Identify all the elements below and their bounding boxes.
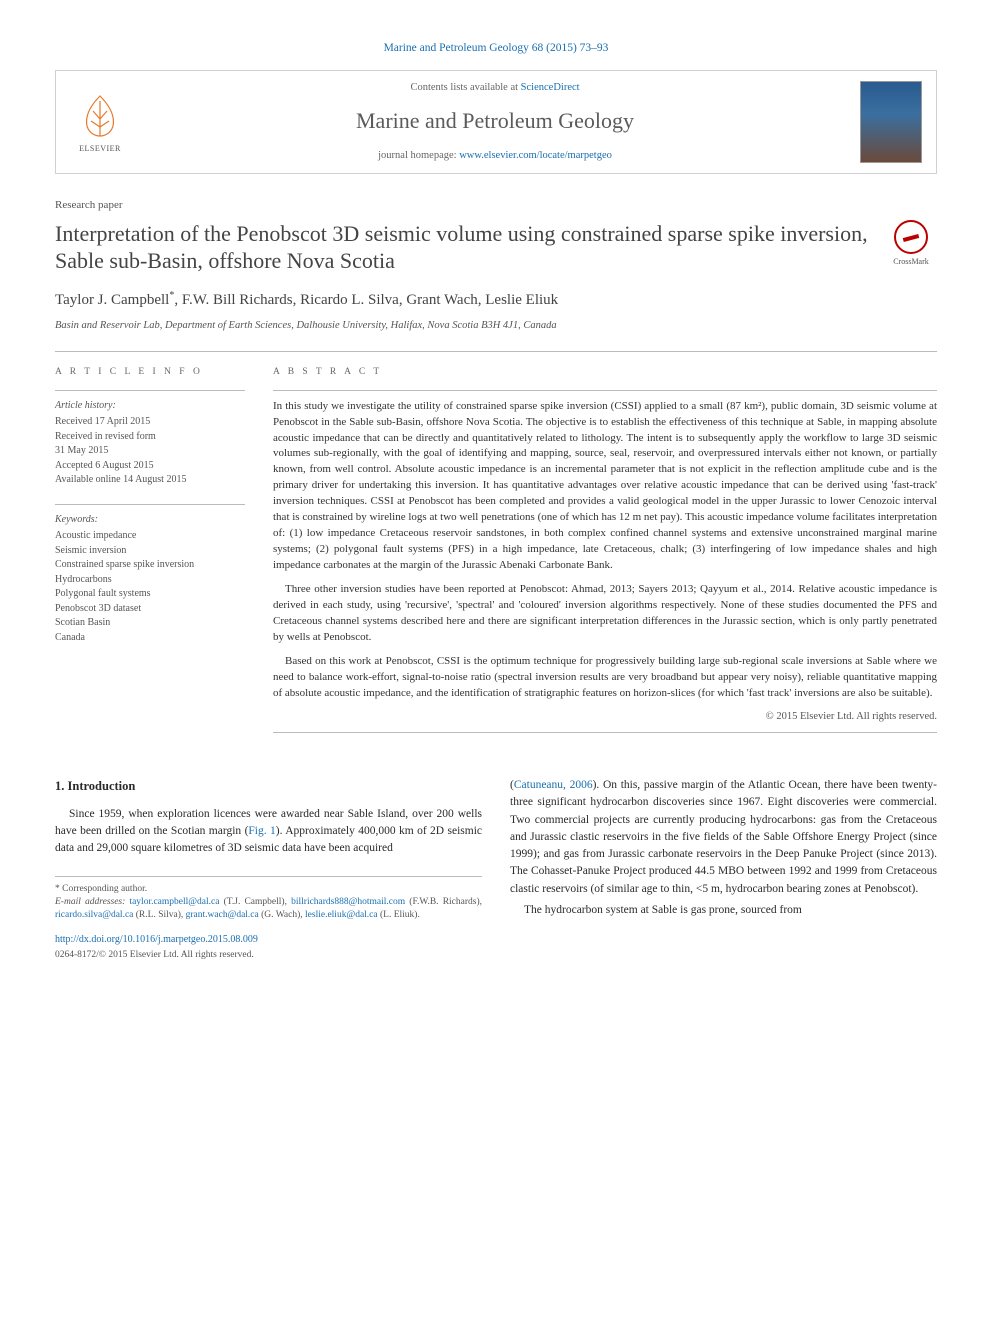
authors-list: Taylor J. Campbell*, F.W. Bill Richards,… bbox=[55, 289, 937, 311]
email-link[interactable]: taylor.campbell@dal.ca bbox=[129, 897, 219, 907]
history-line: 31 May 2015 bbox=[55, 444, 245, 459]
divider-top bbox=[55, 351, 937, 352]
abstract-copyright: © 2015 Elsevier Ltd. All rights reserved… bbox=[273, 710, 937, 725]
info-divider-1 bbox=[55, 390, 245, 391]
abstract-para-1: In this study we investigate the utility… bbox=[273, 399, 937, 574]
corresponding-marker: * bbox=[169, 290, 174, 301]
email-addresses: E-mail addresses: taylor.campbell@dal.ca… bbox=[55, 896, 482, 923]
keywords-block: Keywords: Acoustic impedance Seismic inv… bbox=[55, 513, 245, 646]
abstract-text: In this study we investigate the utility… bbox=[273, 399, 937, 702]
contents-prefix: Contents lists available at bbox=[410, 82, 520, 93]
affiliation: Basin and Reservoir Lab, Department of E… bbox=[55, 319, 937, 334]
article-title: Interpretation of the Penobscot 3D seism… bbox=[55, 220, 871, 275]
email-label: E-mail addresses: bbox=[55, 897, 125, 907]
body-para: The hydrocarbon system at Sable is gas p… bbox=[510, 902, 937, 919]
abstract-heading: A B S T R A C T bbox=[273, 366, 937, 379]
article-info-column: A R T I C L E I N F O Article history: R… bbox=[55, 366, 245, 747]
citation-link[interactable]: Catuneanu, 2006 bbox=[514, 779, 593, 791]
abstract-para-2: Three other inversion studies have been … bbox=[273, 582, 937, 646]
keyword: Seismic inversion bbox=[55, 544, 245, 559]
header-center: Contents lists available at ScienceDirec… bbox=[144, 81, 846, 163]
history-label: Article history: bbox=[55, 399, 245, 414]
tree-icon bbox=[75, 91, 125, 141]
footnotes: * Corresponding author. E-mail addresses… bbox=[55, 876, 482, 962]
journal-homepage-line: journal homepage: www.elsevier.com/locat… bbox=[144, 149, 846, 164]
body-column-left: 1. Introduction Since 1959, when explora… bbox=[55, 777, 482, 962]
author-2: F.W. Bill Richards bbox=[182, 292, 293, 308]
elsevier-logo: ELSEVIER bbox=[70, 87, 130, 157]
article-info-heading: A R T I C L E I N F O bbox=[55, 366, 245, 379]
homepage-prefix: journal homepage: bbox=[378, 150, 459, 161]
journal-reference: Marine and Petroleum Geology 68 (2015) 7… bbox=[55, 40, 937, 56]
body-column-right: (Catuneanu, 2006). On this, passive marg… bbox=[510, 777, 937, 962]
article-history: Article history: Received 17 April 2015 … bbox=[55, 399, 245, 488]
contents-lists-line: Contents lists available at ScienceDirec… bbox=[144, 81, 846, 96]
email-link[interactable]: leslie.eliuk@dal.ca bbox=[305, 910, 378, 920]
abstract-divider bbox=[273, 390, 937, 391]
issn-copyright: 0264-8172/© 2015 Elsevier Ltd. All right… bbox=[55, 949, 482, 962]
doi-block: http://dx.doi.org/10.1016/j.marpetgeo.20… bbox=[55, 933, 482, 962]
keyword: Acoustic impedance bbox=[55, 529, 245, 544]
section-heading-intro: 1. Introduction bbox=[55, 777, 482, 796]
crossmark-icon bbox=[894, 220, 928, 254]
body-para: Since 1959, when exploration licences we… bbox=[55, 806, 482, 858]
publisher-name: ELSEVIER bbox=[79, 143, 121, 154]
article-type: Research paper bbox=[55, 198, 937, 213]
email-who: (R.L. Silva) bbox=[136, 910, 181, 920]
corresponding-author-note: * Corresponding author. bbox=[55, 883, 482, 896]
abstract-bottom-divider bbox=[273, 732, 937, 733]
email-link[interactable]: grant.wach@dal.ca bbox=[186, 910, 259, 920]
keyword: Penobscot 3D dataset bbox=[55, 602, 245, 617]
crossmark-label: CrossMark bbox=[893, 256, 929, 267]
journal-title: Marine and Petroleum Geology bbox=[144, 106, 846, 137]
keywords-label: Keywords: bbox=[55, 513, 245, 528]
email-link[interactable]: billrichards888@hotmail.com bbox=[291, 897, 405, 907]
email-who: (G. Wach) bbox=[261, 910, 300, 920]
email-who: (L. Eliuk) bbox=[380, 910, 417, 920]
doi-link[interactable]: http://dx.doi.org/10.1016/j.marpetgeo.20… bbox=[55, 934, 258, 945]
history-line: Received 17 April 2015 bbox=[55, 415, 245, 430]
sciencedirect-link[interactable]: ScienceDirect bbox=[521, 82, 580, 93]
author-5: Leslie Eliuk bbox=[485, 292, 558, 308]
keyword: Hydrocarbons bbox=[55, 573, 245, 588]
history-line: Accepted 6 August 2015 bbox=[55, 459, 245, 474]
email-link[interactable]: ricardo.silva@dal.ca bbox=[55, 910, 133, 920]
author-4: Grant Wach bbox=[406, 292, 477, 308]
body-columns: 1. Introduction Since 1959, when explora… bbox=[55, 777, 937, 962]
figure-ref-link[interactable]: Fig. 1 bbox=[248, 825, 275, 837]
author-3: Ricardo L. Silva bbox=[300, 292, 399, 308]
keyword: Polygonal fault systems bbox=[55, 587, 245, 602]
journal-homepage-link[interactable]: www.elsevier.com/locate/marpetgeo bbox=[459, 150, 612, 161]
info-divider-2 bbox=[55, 504, 245, 505]
keyword: Scotian Basin bbox=[55, 616, 245, 631]
author-1: Taylor J. Campbell bbox=[55, 292, 169, 308]
abstract-para-3: Based on this work at Penobscot, CSSI is… bbox=[273, 654, 937, 702]
abstract-column: A B S T R A C T In this study we investi… bbox=[273, 366, 937, 747]
journal-header-box: ELSEVIER Contents lists available at Sci… bbox=[55, 70, 937, 174]
body-para: (Catuneanu, 2006). On this, passive marg… bbox=[510, 777, 937, 898]
email-who: (T.J. Campbell) bbox=[224, 897, 285, 907]
email-who: (F.W.B. Richards) bbox=[409, 897, 479, 907]
journal-cover-thumbnail bbox=[860, 81, 922, 163]
keyword: Constrained sparse spike inversion bbox=[55, 558, 245, 573]
info-abstract-row: A R T I C L E I N F O Article history: R… bbox=[55, 366, 937, 747]
crossmark-badge[interactable]: CrossMark bbox=[885, 220, 937, 267]
history-line: Received in revised form bbox=[55, 430, 245, 445]
keyword: Canada bbox=[55, 631, 245, 646]
history-line: Available online 14 August 2015 bbox=[55, 473, 245, 488]
